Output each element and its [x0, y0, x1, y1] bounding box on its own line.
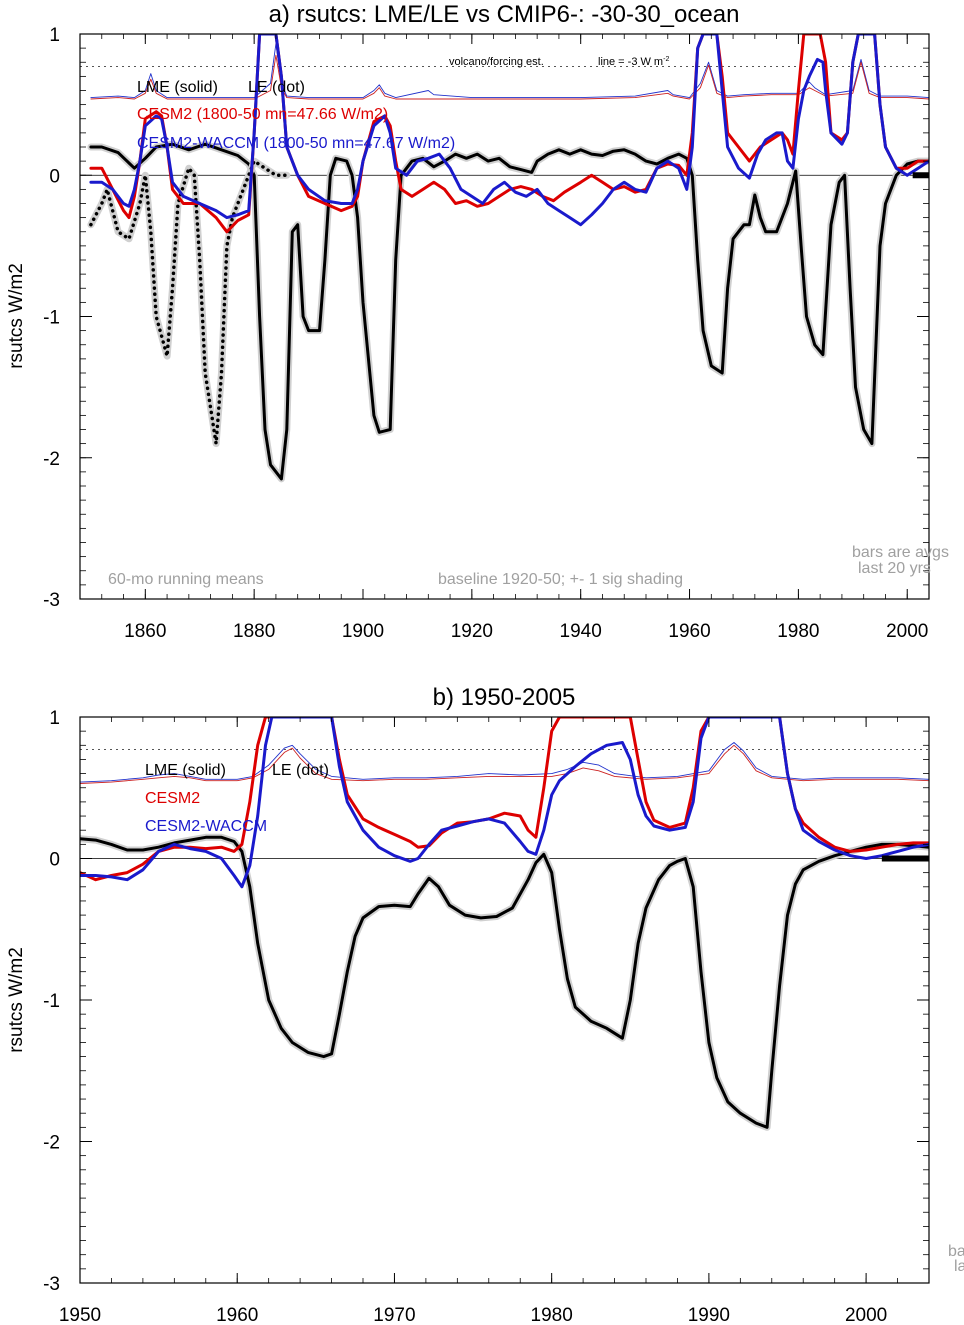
panel-b-x-tick-label: 1970 [373, 1305, 415, 1325]
panel-a-series-lme-solid [89, 142, 929, 481]
panel-a-legend-le: LE (dot) [248, 79, 305, 96]
panel-b-series-cesm2-waccm [80, 717, 929, 889]
panel-a-reference-lines [80, 65, 929, 176]
panel-b-frame [79, 716, 930, 1284]
panel-a-series-volcano-forcing-est-thin [90, 43, 929, 99]
panel-a-y-axis-label: rsutcs W/m2 [6, 263, 27, 369]
panel-b-series-volcano-forcing-est-thin [80, 742, 929, 783]
panel-b-legend-le: LE (dot) [272, 762, 329, 779]
panel-a-frame [79, 33, 930, 600]
panel-b-x-tick-label: 1960 [216, 1305, 258, 1325]
panel-a-line-label: line = -3 W m-2 [598, 56, 669, 68]
panel-b-y-tick-label: 0 [49, 850, 60, 871]
panel-b-y-tick-label: -3 [43, 1274, 60, 1295]
panel-a-series-cesm2 [89, 34, 929, 234]
panel-b-y-tick-label: -2 [43, 1133, 60, 1154]
panel-a-legend-cesm2-waccm: CESM2-WACCM (1800-50 mn=47.67 W/m2) [137, 135, 455, 152]
panel-a-series-cesm2-waccm [89, 34, 929, 227]
panel-b-lme-solid-shading [80, 833, 929, 1131]
panel-b-title: b) 1950-2005 [433, 684, 576, 711]
panel-a-x-tick-label: 1920 [451, 621, 493, 642]
panel-b-legend-lme: LME (solid) [145, 762, 226, 779]
panel-a-volcano-label: volcano/forcing est. [449, 56, 544, 68]
panel-a-legend-cesm2: CESM2 (1800-50 mn=47.66 W/m2) [137, 106, 388, 123]
panel-a-bars-note-1: bars are avgs [852, 544, 949, 561]
panel-a-series-volcano-forcing-est-thin-red [90, 54, 929, 100]
panel-a-running-means-note: 60-mo running means [108, 571, 264, 588]
panel-a-x-tick-label: 1940 [560, 621, 602, 642]
panel-a-y-tick-label: -2 [43, 449, 60, 470]
panel-a-bars-note-2: last 20 yrs [858, 560, 931, 577]
panel-b-series-cesm2 [80, 717, 929, 882]
panel-a-y-tick-label: 1 [49, 25, 60, 46]
panel-a: a) rsutcs: LME/LE vs CMIP6-: -30-30_ocea… [6, 1, 949, 642]
panel-a-y-tick-label: 0 [49, 166, 60, 187]
panel-b-series-volcano-forcing-est-thin-red [80, 744, 929, 784]
panel-a-x-tick-label: 1880 [233, 621, 275, 642]
panel-b-y-tick-label: -1 [43, 991, 60, 1012]
panel-b-series-lme-solid [80, 835, 929, 1129]
panel-b-series [80, 717, 929, 1131]
panel-b-y-tick-label: 1 [49, 708, 60, 729]
panel-a-x-tick-label: 1900 [342, 621, 384, 642]
panel-a-le-dot-shading [87, 157, 291, 448]
panel-b-x-tick-label: 1980 [531, 1305, 573, 1325]
panel-a-y-tick-label: -1 [43, 308, 60, 329]
panel-a-x-tick-label: 1980 [777, 621, 819, 642]
panel-a-baseline-note: baseline 1920-50; +- 1 sig shading [438, 571, 683, 588]
panel-b: b) 1950-2005 rsutcs W/m2 1950 1960 1970 198… [6, 684, 964, 1325]
panel-a-title: a) rsutcs: LME/LE vs CMIP6-: -30-30_ocea… [269, 1, 740, 28]
panel-a-series [87, 34, 929, 483]
panel-a-legend-lme: LME (solid) [137, 79, 218, 96]
panel-b-x-tick-label: 1950 [59, 1305, 101, 1325]
panel-b-ticks: 1950 1960 1970 1980 1990 2000 1 0 -1 -2 -3 [43, 708, 930, 1325]
panel-a-x-tick-label: 2000 [886, 621, 928, 642]
panel-a-x-tick-label: 1860 [124, 621, 166, 642]
panel-a-x-tick-label: 1960 [668, 621, 710, 642]
panel-b-x-tick-label: 1990 [688, 1305, 730, 1325]
panel-b-y-axis-label: rsutcs W/m2 [6, 947, 27, 1053]
panel-b-bars-note-2: la [954, 1258, 964, 1275]
panel-a-ticks: 1860 1880 1900 1920 1940 1960 1980 2000 1 0 -1 -2 -3 [43, 25, 930, 642]
panel-b-bars-note-1: ba [948, 1243, 964, 1260]
panel-a-y-tick-label: -3 [43, 590, 60, 611]
panel-b-x-tick-label: 2000 [845, 1305, 887, 1325]
panel-b-legend-cesm2-waccm: CESM2-WACCM [145, 818, 267, 835]
panel-b-legend-cesm2: CESM2 [145, 790, 200, 807]
